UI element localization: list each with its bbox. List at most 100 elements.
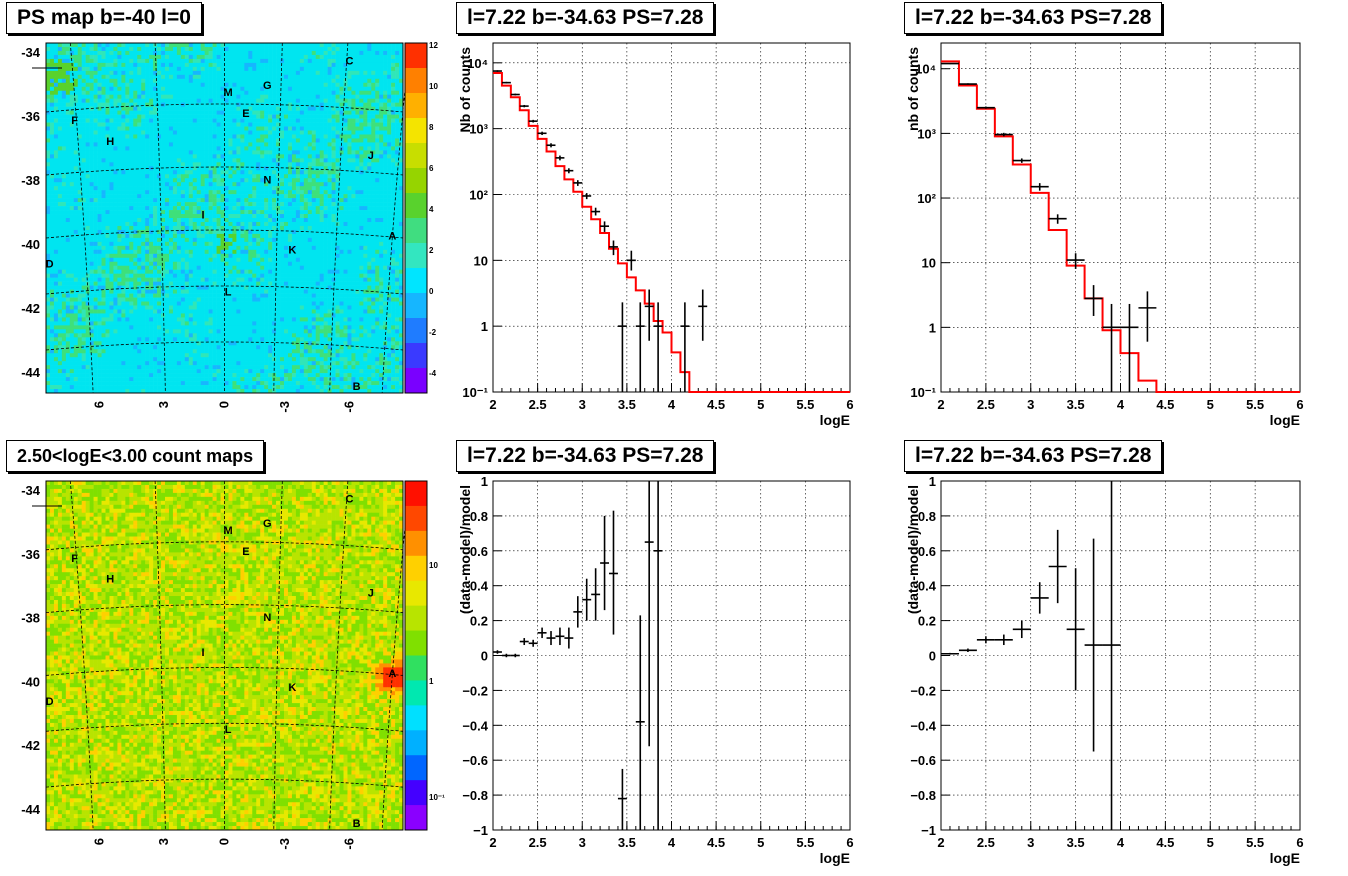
data-point	[1120, 303, 1139, 392]
y-tick-label: 0.4	[918, 579, 937, 594]
color-scale-swatch	[405, 580, 427, 607]
meridian-line	[154, 480, 166, 831]
ps-frame	[45, 42, 404, 394]
color-scale-swatch	[405, 368, 427, 394]
map-y-tick-label: -38	[21, 611, 40, 626]
data-point	[600, 515, 610, 611]
map-x-tick-label: -3	[277, 401, 292, 413]
data-point	[653, 302, 663, 392]
map-marker-G: G	[263, 80, 272, 92]
map2-title: 2.50<logE<3.00 count maps	[6, 440, 265, 472]
y-tick-label: 1	[481, 319, 488, 334]
y-tick-label: 0	[929, 649, 936, 664]
map-marker-B: B	[353, 381, 361, 393]
data-point	[958, 648, 977, 653]
x-tick-label: 2	[489, 835, 496, 850]
x-tick-label: 2.5	[529, 835, 547, 850]
y-tick-label: 1	[929, 320, 936, 335]
y-tick-label: 1	[481, 474, 488, 489]
map-marker-H: H	[106, 574, 114, 586]
x-axis-label: logE	[1270, 412, 1300, 428]
y-tick-label: 0	[481, 649, 488, 664]
data-point	[501, 653, 511, 658]
data-point	[976, 106, 995, 109]
meridian-line	[69, 42, 94, 394]
meridian-line	[154, 42, 166, 394]
x-tick-label: 5	[757, 835, 764, 850]
cnt-map	[46, 481, 404, 831]
data-point	[1138, 291, 1157, 342]
y-tick-label: −0.6	[910, 753, 936, 768]
y-tick-label: 0.2	[918, 614, 936, 629]
parallel-line	[45, 667, 404, 676]
spec1-title: l=7.22 b=-34.63 PS=7.28	[456, 2, 715, 34]
res2-plot: 2 2.5 3 3.5 4 4.5 5 5.5 6 −1 −0.8 −0.6 −0.4 −0.2 0 0.2 0…	[905, 474, 1304, 866]
x-axis-label: logE	[1270, 850, 1300, 866]
x-tick-label: 5.5	[1246, 835, 1264, 850]
map-x-tick-label: 3	[156, 401, 171, 408]
color-scale-swatch	[405, 505, 427, 532]
color-scale-swatch	[405, 705, 427, 731]
x-tick-label: 3.5	[618, 835, 636, 850]
data-point	[609, 240, 618, 256]
spec1-plot: 2 2.5 3 3.5 4 4.5 5 5.5 6 10⁻¹ 1 10 10² 10³ 10⁴ logE Nb …	[457, 42, 854, 428]
y-axis-label: nb of counts	[905, 47, 921, 131]
color-scale-swatch	[405, 555, 427, 582]
color-scale-label: 10	[429, 82, 438, 91]
map-marker-L: L	[225, 287, 232, 299]
color-scale-label: 4	[429, 205, 434, 214]
spec2-title: l=7.22 b=-34.63 PS=7.28	[904, 2, 1163, 34]
data-point	[1066, 253, 1085, 269]
x-tick-label: 6	[1296, 835, 1303, 850]
map-y-tick-label: -44	[21, 365, 41, 380]
y-tick-label: −0.8	[462, 788, 488, 803]
map-y-tick-label: -38	[21, 173, 40, 188]
data-point	[635, 615, 645, 830]
x-axis-label: logE	[820, 412, 850, 428]
data-point	[582, 193, 592, 200]
color-scale-label: 0	[429, 287, 434, 296]
color-scale-swatch	[405, 168, 427, 194]
color-scale-swatch	[405, 118, 427, 144]
data-point	[617, 302, 627, 392]
color-scale-swatch	[405, 93, 427, 119]
y-axis-label: (data-model)/model	[457, 485, 473, 614]
x-tick-label: 2.5	[977, 835, 995, 850]
map-marker-E: E	[242, 108, 249, 120]
x-tick-label: 3.5	[618, 397, 636, 412]
map-y-tick-label: -34	[21, 483, 41, 498]
meridian-line	[273, 480, 283, 831]
x-tick-label: 6	[1296, 397, 1303, 412]
map-marker-L: L	[225, 724, 232, 736]
data-point	[698, 289, 708, 341]
y-tick-label: −0.4	[462, 718, 488, 733]
data-point	[635, 302, 645, 392]
color-scale-swatch	[405, 218, 427, 244]
x-tick-label: 4	[1117, 835, 1125, 850]
map-x-tick-label: 0	[217, 838, 232, 845]
color-scale-swatch	[405, 318, 427, 344]
map-y-tick-label: -34	[21, 45, 41, 60]
data-point	[1102, 303, 1121, 392]
data-point	[994, 634, 1013, 646]
map-marker-A: A	[388, 231, 396, 243]
data-point	[519, 638, 529, 646]
res2-title: l=7.22 b=-34.63 PS=7.28	[904, 440, 1163, 472]
x-tick-label: 4	[668, 397, 676, 412]
data-point	[941, 62, 959, 65]
map-x-tick-label: -3	[277, 838, 292, 850]
y-tick-label: −0.8	[910, 788, 936, 803]
data-point	[546, 631, 556, 646]
color-scale-swatch	[405, 243, 427, 269]
color-scale-label: 10	[429, 561, 438, 570]
map-x-tick-label: 3	[156, 838, 171, 845]
data-point	[626, 250, 636, 271]
data-point	[555, 155, 565, 161]
y-tick-label: 0.8	[470, 509, 488, 524]
y-tick-label: 10²	[917, 191, 936, 206]
map-x-tick-label: -6	[341, 401, 356, 413]
y-tick-label: −0.6	[462, 753, 488, 768]
meridian-line	[273, 42, 283, 394]
map-marker-C: C	[345, 56, 353, 68]
map-marker-K: K	[288, 245, 296, 257]
